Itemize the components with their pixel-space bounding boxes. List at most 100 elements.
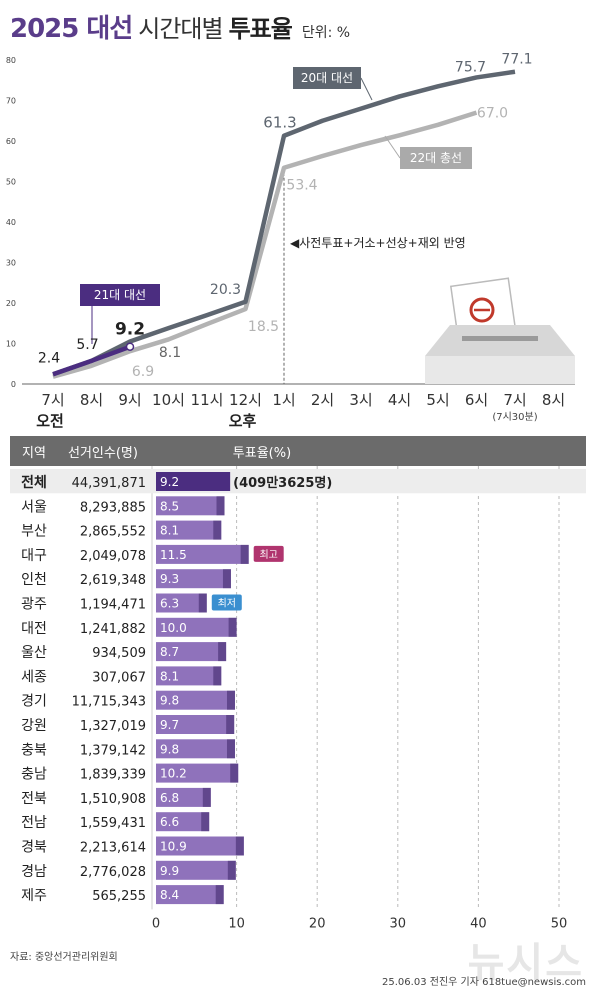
region-label: 전남 <box>21 815 47 831</box>
bar-value-label: 8.1 <box>160 524 179 538</box>
x-tick-label: 7시 <box>503 391 526 409</box>
y-tick-label: 0 <box>11 380 16 389</box>
value-label: 61.3 <box>263 114 296 132</box>
voters-value: 1,327,019 <box>80 719 146 734</box>
bar <box>156 715 235 734</box>
x-tick-label: 30 <box>390 916 407 931</box>
value-label: 53.4 <box>286 178 317 194</box>
series-label-22: 22대 총선 <box>410 151 462 165</box>
bar-value-label: 9.8 <box>160 694 179 708</box>
bar-end <box>226 739 235 759</box>
point-marker <box>125 342 135 351</box>
voters-value: 1,194,471 <box>80 598 146 613</box>
y-tick-label: 20 <box>6 299 16 308</box>
bar-value-label: 8.5 <box>160 499 179 513</box>
bar-value-label: 8.1 <box>160 669 179 683</box>
x-tick-label: 10 <box>228 916 245 931</box>
bar-end <box>226 690 235 710</box>
source-text: 자료: 중앙선거관리위원회 <box>10 952 118 963</box>
bar <box>156 642 227 662</box>
table-header <box>10 436 586 466</box>
table-row: 전남 1,559,431 6.6 <box>21 812 210 832</box>
bar-value-label: 10.2 <box>160 767 187 781</box>
bar-chart: 지역 선거인수(명) 투표율(%) 전체 44,391,871 9.2 (409만3625명… <box>10 436 586 931</box>
header-region: 지역 <box>22 446 46 461</box>
bar-value-label: 9.3 <box>160 572 179 586</box>
x-tick-label: 50 <box>551 916 568 931</box>
voters-value: 1,839,339 <box>80 768 146 783</box>
badge-label: 최고 <box>259 549 277 561</box>
bar-end <box>227 860 236 880</box>
box-slot <box>462 336 538 341</box>
bar-value-label: 9.7 <box>160 718 179 732</box>
table-row: 충남 1,839,339 10.2 <box>21 763 239 783</box>
series-label-21: 21대 대선 <box>94 288 146 302</box>
voters-value: 1,510,908 <box>80 792 146 807</box>
table-row: 제주 565,255 8.4 <box>21 885 224 905</box>
voters-value: 8,293,885 <box>80 500 146 515</box>
x-tick-label: 12시 <box>229 391 262 409</box>
bar-value-label: 9.2 <box>160 475 179 489</box>
x-tick-label: 10시 <box>152 391 185 409</box>
bar-end <box>198 593 207 613</box>
bar <box>156 739 235 759</box>
x-tick-label: 20 <box>309 916 326 931</box>
series-line-1 <box>52 110 478 379</box>
value-label: 9.2 <box>115 320 145 340</box>
header-rate: 투표율(%) <box>233 446 291 461</box>
voters-value: 2,776,028 <box>80 865 146 880</box>
region-label: 경남 <box>21 864 47 880</box>
voters-value: 2,865,552 <box>80 525 146 540</box>
voters-value: 1,559,431 <box>80 816 146 831</box>
value-label: 75.7 <box>455 59 486 75</box>
table-row: 전북 1,510,908 6.8 <box>21 787 211 807</box>
bar-end <box>226 715 235 734</box>
bar-value-label: 10.0 <box>160 621 187 635</box>
voters-value: 2,213,614 <box>80 841 146 856</box>
bar <box>156 812 210 832</box>
voters-value: 44,391,871 <box>72 476 146 491</box>
title-bold: 투표율 <box>228 15 293 43</box>
y-tick-label: 80 <box>6 56 16 65</box>
row-highlight-bg <box>10 469 586 494</box>
bar-value-label: 8.7 <box>160 645 179 659</box>
bar-end <box>235 836 244 856</box>
title-mid: 시간대별 <box>138 15 223 43</box>
series-label-20-box <box>293 67 361 89</box>
bar <box>156 472 231 491</box>
total-note: (409만3625명) <box>233 475 332 491</box>
bar <box>156 544 249 564</box>
table-row: 서울 8,293,885 8.5 <box>21 496 225 516</box>
region-label: 서울 <box>21 499 47 515</box>
voters-value: 2,049,078 <box>80 549 146 564</box>
ampm-label: 오전 <box>36 412 64 430</box>
bar-value-label: 8.4 <box>160 888 179 902</box>
x-tick-label: 11시 <box>191 391 224 409</box>
bar-end <box>213 520 222 540</box>
bar <box>156 836 244 856</box>
bar-end <box>218 642 227 662</box>
table-row: 인천 2,619,348 9.3 <box>21 569 231 589</box>
bar-end <box>215 885 224 905</box>
table-row: 경북 2,213,614 10.9 <box>21 836 244 856</box>
badge-box <box>253 545 284 562</box>
voters-value: 565,255 <box>92 889 146 904</box>
bar <box>156 763 239 783</box>
region-label: 광주 <box>21 597 47 613</box>
region-label: 부산 <box>21 524 47 540</box>
x-tick-label: 8시 <box>542 391 565 409</box>
value-label: 6.9 <box>132 364 154 380</box>
bar-end <box>213 666 222 686</box>
series-line-0 <box>52 69 516 377</box>
series-label-21-box <box>80 284 160 306</box>
bar-end <box>216 496 225 516</box>
x-tick-label: 6시 <box>465 391 488 409</box>
x-tick-label: 1시 <box>272 391 295 409</box>
y-tick-label: 50 <box>6 178 16 187</box>
value-label: 8.1 <box>159 345 181 361</box>
table-row: 부산 2,865,552 8.1 <box>21 520 222 540</box>
line-chart: 0 10 20 30 40 50 60 70 80 ◀사전투표+거소+선상+재외 반영 20대 대선… <box>6 52 575 430</box>
bar-end <box>230 763 239 783</box>
ballot-stamp <box>469 297 495 323</box>
region-label: 충남 <box>21 767 47 783</box>
